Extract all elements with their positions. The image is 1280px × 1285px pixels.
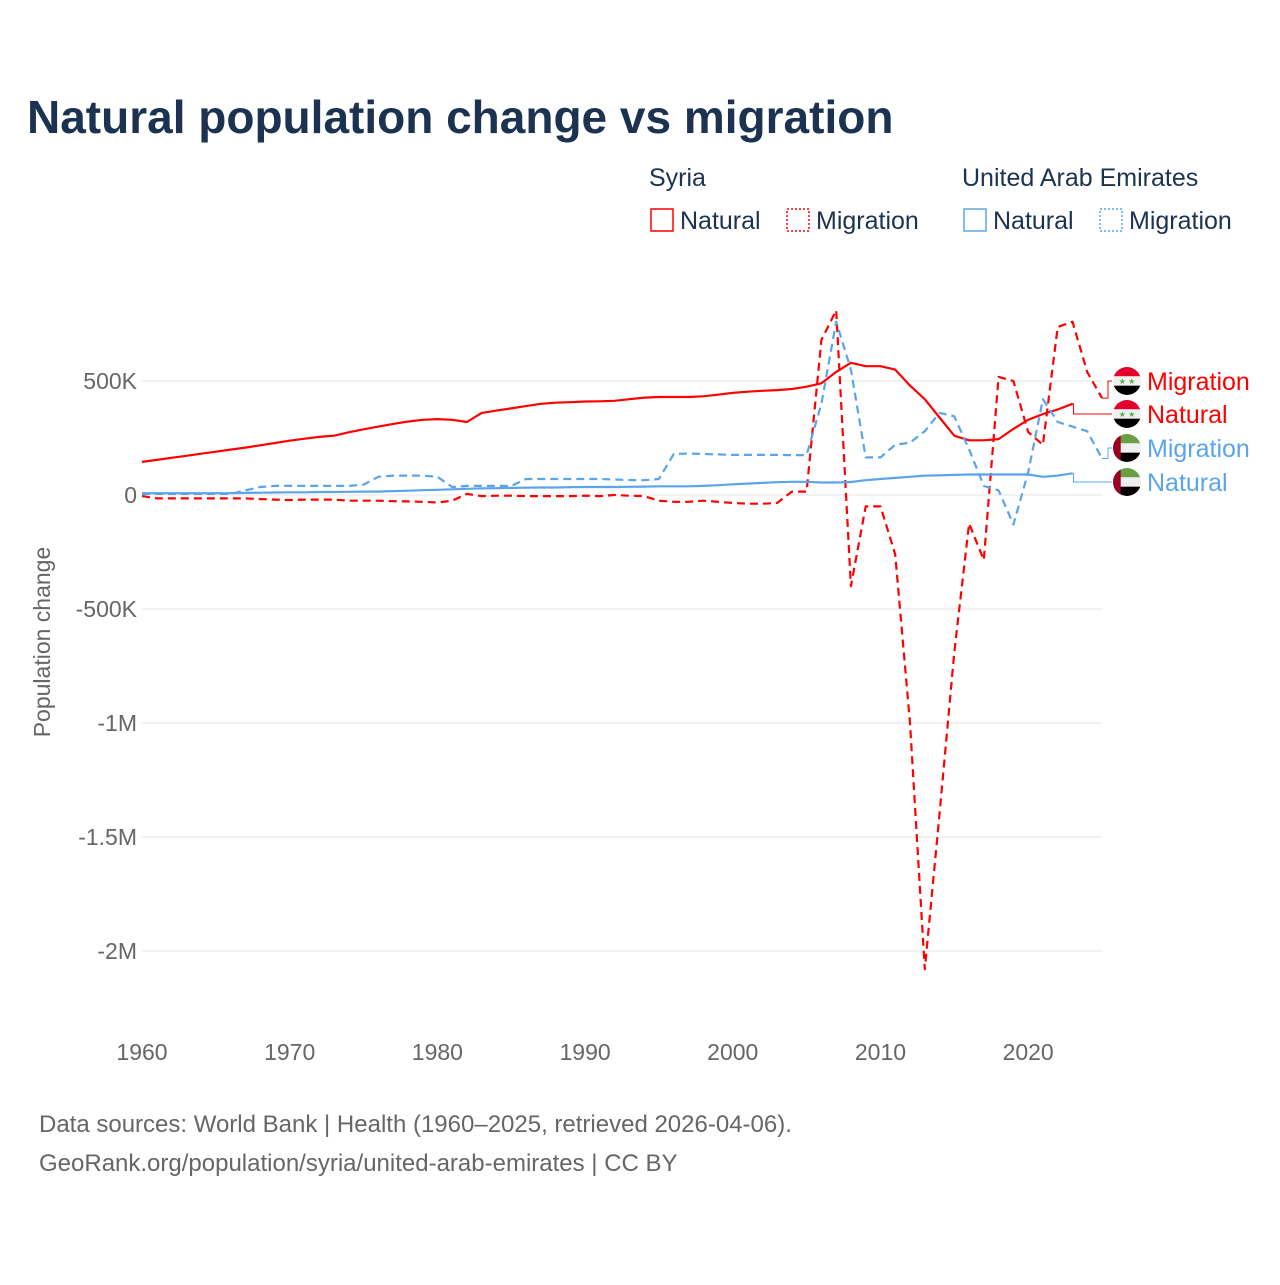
uae-flag-icon — [1113, 434, 1141, 462]
y-axis-label: Population change — [29, 547, 55, 738]
legend-label-syria-migration[interactable]: Migration — [816, 207, 919, 235]
end-label: Natural — [1147, 401, 1228, 429]
series-line-uae-natural[interactable] — [142, 472, 1073, 495]
legend-label-uae-migration[interactable]: Migration — [1129, 207, 1232, 235]
legend-swatch-uae-natural[interactable] — [963, 208, 987, 232]
x-tick-label: 1980 — [412, 1039, 463, 1065]
y-tick-labels: 500K 0 -500K -1M -1.5M -2M — [76, 368, 138, 964]
x-tick-labels: 1960 1970 1980 1990 2000 2010 2020 — [116, 1039, 1053, 1065]
legend-swatch-syria-natural[interactable] — [650, 208, 674, 232]
y-tick-label: 0 — [124, 482, 137, 508]
y-tick-label: -2M — [97, 938, 137, 964]
x-tick-label: 2020 — [1003, 1039, 1054, 1065]
svg-text:★ ★: ★ ★ — [1119, 377, 1136, 386]
svg-text:★ ★: ★ ★ — [1119, 410, 1136, 419]
end-label: Natural — [1147, 469, 1228, 497]
x-tick-label: 1960 — [116, 1039, 167, 1065]
chart-title: Natural population change vs migration — [27, 91, 893, 143]
end-label-connector — [1102, 447, 1112, 460]
series-line-uae-migration[interactable] — [142, 320, 1103, 526]
end-label-connector — [1072, 472, 1112, 483]
y-tick-label: -1.5M — [78, 824, 137, 850]
y-tick-label: 500K — [83, 368, 137, 394]
series-line-syria-migration[interactable] — [141, 309, 1103, 971]
legend-country-syria: Syria — [649, 164, 706, 192]
end-label: Migration — [1147, 435, 1250, 463]
x-tick-label: 1990 — [559, 1039, 610, 1065]
series-lines — [141, 309, 1103, 971]
x-tick-label: 2010 — [855, 1039, 906, 1065]
y-tick-label: -500K — [76, 596, 138, 622]
legend-swatch-uae-migration[interactable] — [1099, 208, 1123, 232]
footer-sources: Data sources: World Bank | Health (1960–… — [39, 1111, 792, 1138]
end-label-connector — [1102, 380, 1112, 399]
end-labels: ★ ★ Migration ★ ★ Natural Migration Natural — [1072, 367, 1250, 497]
end-label: Migration — [1147, 368, 1250, 396]
legend: Syria Natural Migration United Arab Emir… — [649, 164, 1232, 235]
gridlines — [142, 380, 1102, 952]
syria-flag-icon: ★ ★ — [1113, 400, 1141, 428]
legend-label-uae-natural[interactable]: Natural — [993, 207, 1074, 235]
x-tick-label: 2000 — [707, 1039, 758, 1065]
legend-swatch-syria-migration[interactable] — [786, 208, 810, 232]
y-tick-label: -1M — [97, 710, 137, 736]
syria-flag-icon: ★ ★ — [1113, 367, 1141, 395]
end-label-connector — [1072, 403, 1112, 415]
series-line-syria-natural[interactable] — [141, 361, 1073, 463]
legend-country-uae: United Arab Emirates — [962, 164, 1198, 192]
legend-label-syria-natural[interactable]: Natural — [680, 207, 761, 235]
footer-link[interactable]: GeoRank.org/population/syria/united-arab… — [39, 1150, 678, 1177]
x-tick-label: 1970 — [264, 1039, 315, 1065]
uae-flag-icon — [1113, 468, 1141, 496]
